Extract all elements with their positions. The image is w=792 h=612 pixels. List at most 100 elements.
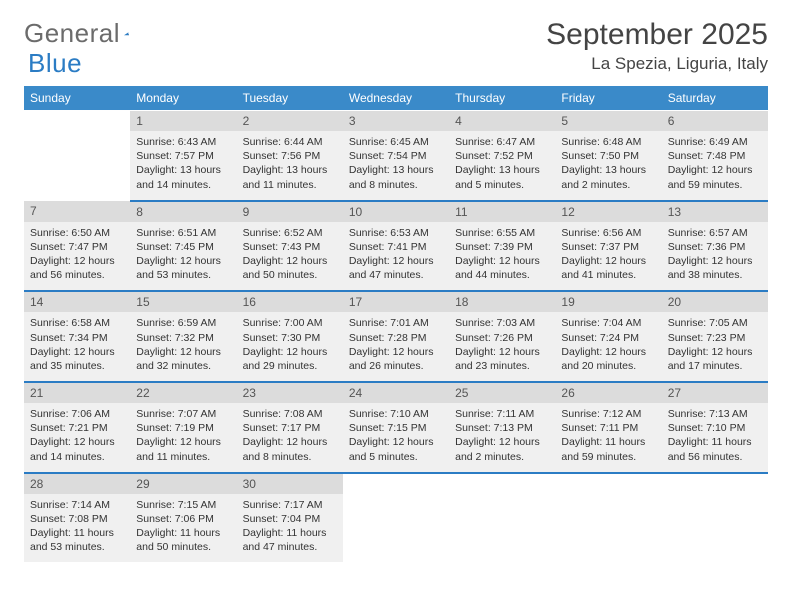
daylight-text: Daylight: 11 hours and 53 minutes. xyxy=(30,526,124,554)
sunrise-text: Sunrise: 7:14 AM xyxy=(30,498,124,512)
logo-text-general: General xyxy=(24,18,120,49)
sunset-text: Sunset: 7:10 PM xyxy=(668,421,762,435)
sunset-text: Sunset: 7:19 PM xyxy=(136,421,230,435)
daylight-text: Daylight: 12 hours and 2 minutes. xyxy=(455,435,549,463)
sunrise-text: Sunrise: 7:11 AM xyxy=(455,407,549,421)
sunset-text: Sunset: 7:17 PM xyxy=(243,421,337,435)
sunset-text: Sunset: 7:52 PM xyxy=(455,149,549,163)
day-number-cell: 29 xyxy=(130,473,236,494)
day-number-cell: 30 xyxy=(237,473,343,494)
day-number-cell: 8 xyxy=(130,201,236,222)
day-info-cell: Sunrise: 7:08 AMSunset: 7:17 PMDaylight:… xyxy=(237,403,343,473)
daylight-text: Daylight: 12 hours and 8 minutes. xyxy=(243,435,337,463)
daylight-text: Daylight: 11 hours and 47 minutes. xyxy=(243,526,337,554)
day-info-cell: Sunrise: 7:13 AMSunset: 7:10 PMDaylight:… xyxy=(662,403,768,473)
day-info-cell: Sunrise: 7:15 AMSunset: 7:06 PMDaylight:… xyxy=(130,494,236,563)
day-number-cell: 26 xyxy=(555,382,661,403)
daylight-text: Daylight: 12 hours and 5 minutes. xyxy=(349,435,443,463)
day-info-cell: Sunrise: 7:06 AMSunset: 7:21 PMDaylight:… xyxy=(24,403,130,473)
sunrise-text: Sunrise: 7:00 AM xyxy=(243,316,337,330)
day-number-row: 21222324252627 xyxy=(24,382,768,403)
daylight-text: Daylight: 13 hours and 5 minutes. xyxy=(455,163,549,191)
daylight-text: Daylight: 12 hours and 47 minutes. xyxy=(349,254,443,282)
daylight-text: Daylight: 12 hours and 32 minutes. xyxy=(136,345,230,373)
day-info-cell: Sunrise: 7:01 AMSunset: 7:28 PMDaylight:… xyxy=(343,312,449,382)
day-number-cell xyxy=(24,111,130,132)
day-number-cell: 13 xyxy=(662,201,768,222)
day-number-cell: 24 xyxy=(343,382,449,403)
sunset-text: Sunset: 7:15 PM xyxy=(349,421,443,435)
day-info-cell: Sunrise: 6:43 AMSunset: 7:57 PMDaylight:… xyxy=(130,131,236,201)
sunrise-text: Sunrise: 6:59 AM xyxy=(136,316,230,330)
day-info-cell: Sunrise: 6:59 AMSunset: 7:32 PMDaylight:… xyxy=(130,312,236,382)
daylight-text: Daylight: 12 hours and 53 minutes. xyxy=(136,254,230,282)
day-info-row: Sunrise: 6:58 AMSunset: 7:34 PMDaylight:… xyxy=(24,312,768,382)
daylight-text: Daylight: 13 hours and 11 minutes. xyxy=(243,163,337,191)
sunrise-text: Sunrise: 7:17 AM xyxy=(243,498,337,512)
sunrise-text: Sunrise: 7:13 AM xyxy=(668,407,762,421)
day-info-cell: Sunrise: 6:51 AMSunset: 7:45 PMDaylight:… xyxy=(130,222,236,292)
sunset-text: Sunset: 7:48 PM xyxy=(668,149,762,163)
sunrise-text: Sunrise: 7:10 AM xyxy=(349,407,443,421)
sunrise-text: Sunrise: 6:58 AM xyxy=(30,316,124,330)
daylight-text: Daylight: 12 hours and 35 minutes. xyxy=(30,345,124,373)
day-number-cell: 19 xyxy=(555,291,661,312)
sunset-text: Sunset: 7:30 PM xyxy=(243,331,337,345)
day-info-cell xyxy=(343,494,449,563)
day-number-cell: 4 xyxy=(449,111,555,132)
day-number-cell: 15 xyxy=(130,291,236,312)
day-info-cell: Sunrise: 6:58 AMSunset: 7:34 PMDaylight:… xyxy=(24,312,130,382)
day-number-cell: 7 xyxy=(24,201,130,222)
title-block: September 2025 La Spezia, Liguria, Italy xyxy=(546,18,768,74)
weekday-header: Tuesday xyxy=(237,86,343,111)
sunrise-text: Sunrise: 6:48 AM xyxy=(561,135,655,149)
day-number-cell: 22 xyxy=(130,382,236,403)
sunset-text: Sunset: 7:32 PM xyxy=(136,331,230,345)
logo-triangle-icon xyxy=(124,23,129,45)
day-number-cell xyxy=(555,473,661,494)
day-number-cell: 14 xyxy=(24,291,130,312)
sunset-text: Sunset: 7:43 PM xyxy=(243,240,337,254)
sunset-text: Sunset: 7:47 PM xyxy=(30,240,124,254)
day-info-cell: Sunrise: 7:11 AMSunset: 7:13 PMDaylight:… xyxy=(449,403,555,473)
day-number-cell xyxy=(343,473,449,494)
day-number-cell: 12 xyxy=(555,201,661,222)
sunset-text: Sunset: 7:08 PM xyxy=(30,512,124,526)
day-info-row: Sunrise: 7:14 AMSunset: 7:08 PMDaylight:… xyxy=(24,494,768,563)
sunrise-text: Sunrise: 6:57 AM xyxy=(668,226,762,240)
daylight-text: Daylight: 12 hours and 23 minutes. xyxy=(455,345,549,373)
sunset-text: Sunset: 7:23 PM xyxy=(668,331,762,345)
day-number-cell: 5 xyxy=(555,111,661,132)
sunrise-text: Sunrise: 7:08 AM xyxy=(243,407,337,421)
day-info-cell: Sunrise: 6:53 AMSunset: 7:41 PMDaylight:… xyxy=(343,222,449,292)
sunset-text: Sunset: 7:54 PM xyxy=(349,149,443,163)
day-info-cell: Sunrise: 6:56 AMSunset: 7:37 PMDaylight:… xyxy=(555,222,661,292)
weekday-header: Saturday xyxy=(662,86,768,111)
day-info-cell: Sunrise: 7:05 AMSunset: 7:23 PMDaylight:… xyxy=(662,312,768,382)
sunrise-text: Sunrise: 6:43 AM xyxy=(136,135,230,149)
day-number-row: 282930 xyxy=(24,473,768,494)
day-number-cell: 18 xyxy=(449,291,555,312)
sunset-text: Sunset: 7:56 PM xyxy=(243,149,337,163)
day-number-cell: 16 xyxy=(237,291,343,312)
daylight-text: Daylight: 12 hours and 17 minutes. xyxy=(668,345,762,373)
day-info-row: Sunrise: 6:50 AMSunset: 7:47 PMDaylight:… xyxy=(24,222,768,292)
day-info-cell: Sunrise: 7:00 AMSunset: 7:30 PMDaylight:… xyxy=(237,312,343,382)
sunrise-text: Sunrise: 6:52 AM xyxy=(243,226,337,240)
sunset-text: Sunset: 7:39 PM xyxy=(455,240,549,254)
daylight-text: Daylight: 12 hours and 11 minutes. xyxy=(136,435,230,463)
daylight-text: Daylight: 12 hours and 41 minutes. xyxy=(561,254,655,282)
day-number-cell: 20 xyxy=(662,291,768,312)
calendar-table: SundayMondayTuesdayWednesdayThursdayFrid… xyxy=(24,86,768,562)
day-info-cell: Sunrise: 6:50 AMSunset: 7:47 PMDaylight:… xyxy=(24,222,130,292)
daylight-text: Daylight: 12 hours and 29 minutes. xyxy=(243,345,337,373)
day-number-cell: 23 xyxy=(237,382,343,403)
header: General September 2025 La Spezia, Liguri… xyxy=(24,18,768,74)
day-info-cell: Sunrise: 6:45 AMSunset: 7:54 PMDaylight:… xyxy=(343,131,449,201)
sunset-text: Sunset: 7:04 PM xyxy=(243,512,337,526)
day-info-cell xyxy=(449,494,555,563)
weekday-header: Thursday xyxy=(449,86,555,111)
daylight-text: Daylight: 13 hours and 14 minutes. xyxy=(136,163,230,191)
weekday-header-row: SundayMondayTuesdayWednesdayThursdayFrid… xyxy=(24,86,768,111)
logo-text-blue: Blue xyxy=(28,48,82,78)
